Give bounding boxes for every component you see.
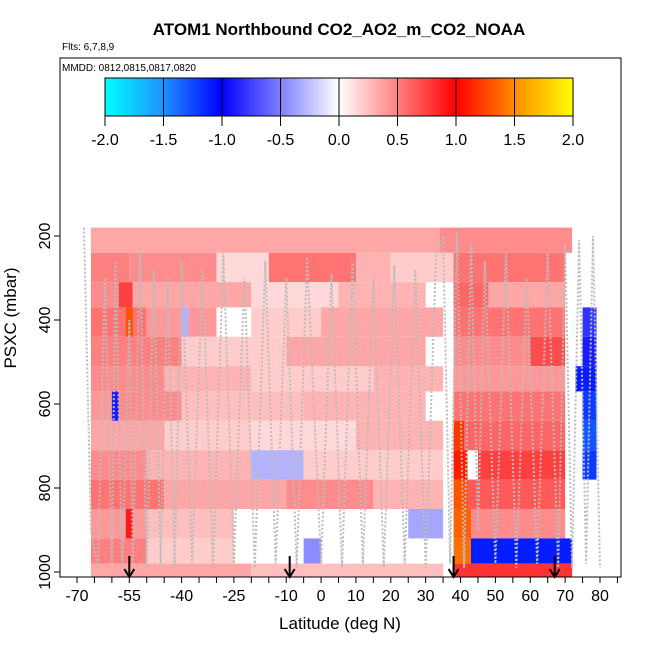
colorbar-tick-label: 2.0 [562,132,584,149]
x-tick-label: -55 [118,588,141,605]
heatmap-cell [90,509,147,539]
x-tick-label: 0 [317,588,326,605]
flights-label: Flts: 6,7,8,9 [62,42,115,53]
heatmap-cell [303,538,322,564]
colorbar-tick-label: 0.0 [328,132,350,149]
chart-title: ATOM1 Northbound CO2_AO2_m_CO2_NOAA [153,20,525,39]
heatmap-cell [90,391,112,421]
plot-frame [59,57,622,578]
heatmap-cell [268,252,356,283]
colorbar-tick-label: -1.0 [208,132,236,149]
heatmap-cell [181,307,189,337]
y-tick-label: 200 [37,223,54,250]
colorbar-tick-label: 1.0 [445,132,467,149]
flight-tracks [83,227,601,568]
heatmap-cell [125,307,133,337]
heatmap-cell [408,509,444,539]
heatmap-cell [582,450,597,480]
heatmap-cell [582,391,597,421]
x-tick-label: 30 [417,588,435,605]
heatmap-cell [355,252,391,283]
heatmap-cell [530,336,566,367]
heatmap-cell [582,307,597,337]
flight-track-line [83,227,601,568]
heatmap-cell [125,509,133,539]
x-axis-label: Latitude (deg N) [279,614,401,633]
y-tick-label: 400 [37,307,54,334]
y-axis-label: PSXC (mbar) [1,267,20,368]
x-tick-label: 40 [452,588,470,605]
heatmap-cell [251,420,356,451]
heatmap-cell [90,420,165,451]
colorbar-tick-label: 0.5 [386,132,408,149]
x-tick-label: -25 [222,588,245,605]
x-tick-label: 10 [347,588,365,605]
heatmap-cell [164,366,252,392]
y-tick-label: 800 [37,475,54,502]
heatmap-cell [303,391,426,421]
heatmap-cell [251,450,304,480]
colorbar-tick-label: -0.5 [267,132,295,149]
colorbar-ticks: -2.0 -1.5 -1.0 -0.5 0.0 0.5 1.0 1.5 2.0 [91,78,584,149]
heatmap-cell [453,479,468,509]
heatmap-cell [439,227,573,253]
heatmap-cell [90,227,440,253]
x-axis: -70 -55 -40 -25 -10 0 10 20 30 40 50 60 70 80 [65,577,618,605]
heatmap-cell [181,336,287,367]
heatmap-cell [453,420,465,451]
heatmap-cell [90,252,130,283]
heatmap-cell [453,538,471,564]
colorbar-tick-label: 1.5 [503,132,525,149]
heatmap-cell [575,366,597,392]
x-tick-label: -70 [65,588,88,605]
heatmap-cell [164,479,287,509]
heatmap-cells [90,227,597,577]
heatmap-cell [129,252,217,283]
heatmap-cell [582,336,597,367]
heatmap-cell [132,282,252,308]
heatmap-cell [181,391,304,421]
x-tick-label: 80 [591,588,609,605]
y-tick-label: 600 [37,391,54,418]
heatmap-cell [251,563,444,577]
colorbar-tick-label: -1.5 [150,132,178,149]
heatmap-cell [453,391,566,421]
dates-label: MMDD: 0812,0815,0817,0820 [62,63,196,74]
heatmap-cell [453,563,573,577]
heatmap-cell [467,479,566,509]
heatmap-cell [321,307,444,337]
heatmap-cell [453,366,566,392]
heatmap-cell [453,450,468,480]
x-tick-label: -10 [275,588,298,605]
heatmap-cell [373,479,444,509]
x-tick-label: -40 [170,588,193,605]
heatmap-cell [90,538,147,564]
heatmap-cell [90,563,252,577]
heatmap-cell [251,282,339,308]
x-tick-label: 70 [556,588,574,605]
heatmap-cell [90,479,165,509]
x-tick-label: 50 [487,588,505,605]
heatmap-cell [464,420,566,451]
heatmap-cell [111,391,119,421]
y-axis: 200 400 600 800 1000 [37,223,60,590]
heatmap-cell [338,282,426,308]
x-tick-label: 60 [521,588,539,605]
heatmap-cell [286,479,374,509]
x-tick-label: 20 [382,588,400,605]
y-tick-label: 1000 [37,554,54,590]
heatmap-cell [303,450,444,480]
heatmap-cell [453,336,531,367]
heatmap-cell [118,282,133,308]
heatmap-cell [90,336,182,367]
colorbar-tick-label: -2.0 [91,132,119,149]
